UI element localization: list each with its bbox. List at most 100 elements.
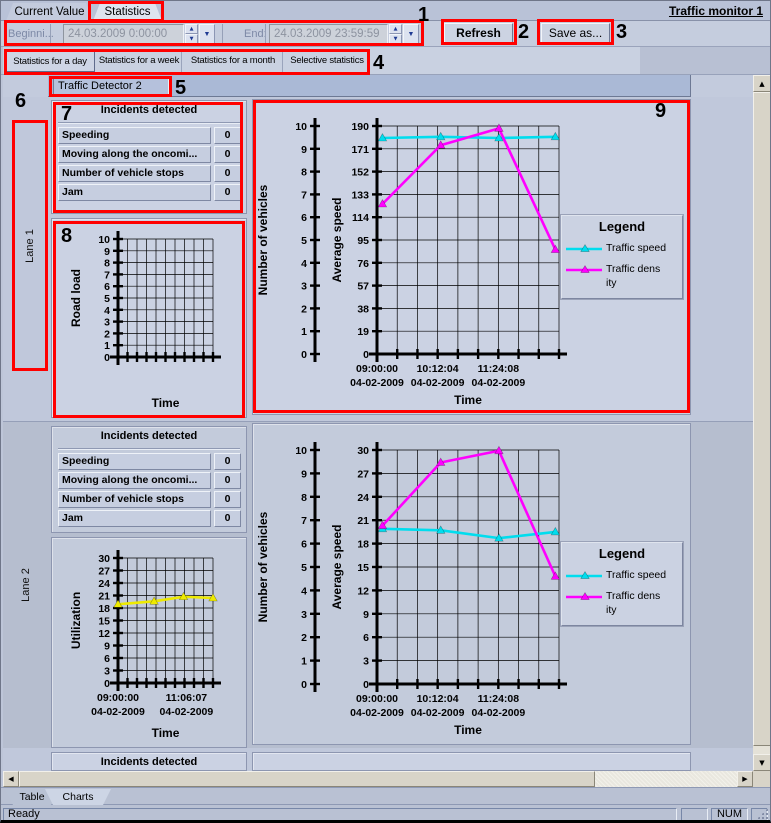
begin-datetime-field[interactable]: 24.03.2009 0:00:00 bbox=[63, 24, 184, 44]
svg-text:Utilization: Utilization bbox=[69, 592, 83, 649]
svg-text:Number of vehicles: Number of vehicles bbox=[256, 184, 270, 295]
lane3-incidents-panel: Incidents detected bbox=[51, 752, 247, 771]
svg-text:171: 171 bbox=[351, 144, 369, 156]
header-band-right bbox=[691, 75, 753, 97]
spin-up-icon[interactable]: ▲ bbox=[185, 24, 198, 34]
status-panel bbox=[681, 808, 708, 820]
svg-text:04-02-2009: 04-02-2009 bbox=[411, 377, 465, 389]
begin-label: Beginni... bbox=[8, 28, 54, 40]
refresh-button[interactable]: Refresh bbox=[444, 23, 513, 44]
svg-text:3: 3 bbox=[301, 609, 307, 621]
tab-statistics[interactable]: Statistics bbox=[93, 3, 162, 21]
separator bbox=[265, 24, 266, 44]
svg-text:18: 18 bbox=[98, 603, 110, 615]
svg-text:21: 21 bbox=[98, 591, 110, 603]
svg-text:1: 1 bbox=[104, 340, 110, 352]
svg-text:10:12:04: 10:12:04 bbox=[417, 363, 459, 375]
svg-text:10: 10 bbox=[295, 121, 307, 133]
svg-text:3: 3 bbox=[363, 656, 369, 668]
status-bar: Ready NUM bbox=[1, 804, 770, 820]
subtab-statistics-day[interactable]: Statistics for a day bbox=[5, 50, 95, 72]
lane2-utilization-chart: 0 3 6 9 12 15 18 21 24 27 30 Utilization 09:00:00 04-… bbox=[52, 538, 246, 747]
subtab-selective-statistics[interactable]: Selective statistics bbox=[285, 50, 370, 72]
svg-text:0: 0 bbox=[363, 679, 369, 691]
header-band-left bbox=[3, 75, 48, 97]
legend-entry: Traffic dens ity bbox=[562, 589, 682, 617]
scroll-right-icon[interactable]: ▶ bbox=[737, 771, 753, 787]
incident-row: Number of vehicle stops 0 bbox=[58, 491, 241, 508]
tab-table[interactable]: Table bbox=[5, 789, 59, 805]
svg-text:190: 190 bbox=[351, 121, 369, 133]
svg-text:114: 114 bbox=[352, 212, 369, 224]
spin-up-icon[interactable]: ▲ bbox=[389, 24, 402, 34]
svg-text:Time: Time bbox=[152, 726, 180, 740]
horizontal-scrollbar[interactable]: ◀ ▶ bbox=[3, 771, 753, 787]
traffic-detector-label: Traffic Detector 2 bbox=[53, 78, 169, 95]
svg-text:15: 15 bbox=[357, 562, 369, 574]
chevron-down-icon: ▼ bbox=[203, 31, 211, 38]
separator bbox=[222, 24, 223, 44]
status-message: Ready bbox=[3, 808, 677, 820]
legend-title: Legend bbox=[598, 219, 646, 234]
svg-text:04-02-2009: 04-02-2009 bbox=[472, 707, 526, 719]
svg-text:57: 57 bbox=[357, 281, 369, 293]
save-as-button[interactable]: Save as... bbox=[541, 23, 610, 44]
scroll-left-icon[interactable]: ◀ bbox=[3, 771, 19, 787]
scroll-up-icon[interactable]: ▲ bbox=[753, 75, 770, 92]
svg-text:10: 10 bbox=[98, 234, 110, 246]
legend-line-icon bbox=[562, 568, 606, 581]
tab-current-value[interactable]: Current Value bbox=[6, 3, 93, 21]
svg-text:Number of vehicles: Number of vehicles bbox=[256, 511, 270, 622]
lane2-speed-chart: 0 3 6 9 12 15 18 21 24 27 30 0 1 2 3 4 5 6 7 8 9 10 Number of … bbox=[253, 424, 690, 744]
subtab-statistics-week[interactable]: Statistics for a week bbox=[97, 50, 182, 72]
svg-text:38: 38 bbox=[357, 303, 369, 315]
legend-label: Traffic speed bbox=[606, 242, 667, 254]
resize-grip[interactable] bbox=[757, 808, 768, 819]
scroll-down-icon[interactable]: ▼ bbox=[753, 754, 770, 771]
svg-text:04-02-2009: 04-02-2009 bbox=[91, 706, 145, 718]
vscroll-thumb[interactable] bbox=[753, 92, 770, 746]
svg-text:04-02-2009: 04-02-2009 bbox=[160, 706, 214, 718]
svg-text:04-02-2009: 04-02-2009 bbox=[350, 377, 404, 389]
spin-down-icon[interactable]: ▼ bbox=[185, 34, 198, 44]
hscroll-thumb[interactable] bbox=[19, 771, 595, 787]
legend-line-icon bbox=[562, 241, 606, 254]
lane1-label-column: Lane 1 bbox=[3, 97, 48, 421]
end-spinner[interactable]: ▲ ▼ bbox=[389, 24, 402, 44]
toolbar: Beginni... 24.03.2009 0:00:00 ▲ ▼ ▼ End: … bbox=[1, 21, 770, 47]
legend-line-icon bbox=[562, 262, 606, 275]
subtab-statistics-month[interactable]: Statistics for a month bbox=[184, 50, 283, 72]
end-dropdown[interactable]: ▼ bbox=[403, 24, 419, 44]
begin-spinner[interactable]: ▲ ▼ bbox=[185, 24, 198, 44]
begin-dropdown[interactable]: ▼ bbox=[199, 24, 215, 44]
svg-text:Time: Time bbox=[152, 396, 180, 410]
svg-text:21: 21 bbox=[357, 515, 369, 527]
svg-text:Road load: Road load bbox=[69, 269, 83, 327]
svg-text:3: 3 bbox=[301, 281, 307, 293]
svg-text:11:24:08: 11:24:08 bbox=[478, 363, 520, 375]
num-lock-indicator: NUM bbox=[711, 808, 748, 820]
svg-text:11:06:07: 11:06:07 bbox=[166, 692, 208, 704]
svg-text:6: 6 bbox=[301, 212, 307, 224]
spin-down-icon[interactable]: ▼ bbox=[389, 34, 402, 44]
svg-text:6: 6 bbox=[363, 632, 369, 644]
svg-text:5: 5 bbox=[301, 562, 307, 574]
svg-text:6: 6 bbox=[301, 539, 307, 551]
svg-text:3: 3 bbox=[104, 666, 110, 678]
incident-row: Jam 0 bbox=[58, 510, 241, 527]
svg-text:24: 24 bbox=[357, 492, 369, 504]
svg-text:Average speed: Average speed bbox=[330, 198, 344, 283]
svg-text:10:12:04: 10:12:04 bbox=[417, 693, 459, 705]
vertical-scrollbar[interactable]: ▲ ▼ bbox=[753, 75, 770, 771]
statistics-subtab-bar: Statistics for a day Statistics for a we… bbox=[1, 47, 770, 75]
legend-entry: Traffic speed bbox=[562, 568, 682, 582]
svg-text:04-02-2009: 04-02-2009 bbox=[472, 377, 526, 389]
detector-header-band bbox=[48, 75, 691, 97]
svg-text:27: 27 bbox=[98, 566, 110, 578]
end-datetime-field[interactable]: 24.03.2009 23:59:59 bbox=[269, 24, 388, 44]
traffic-monitor-link[interactable]: Traffic monitor 1 bbox=[668, 4, 763, 18]
svg-text:0: 0 bbox=[301, 349, 307, 361]
tab-charts[interactable]: Charts bbox=[45, 789, 111, 805]
lane2-incidents-panel: Incidents detected Speeding 0 Moving alon… bbox=[51, 426, 247, 533]
